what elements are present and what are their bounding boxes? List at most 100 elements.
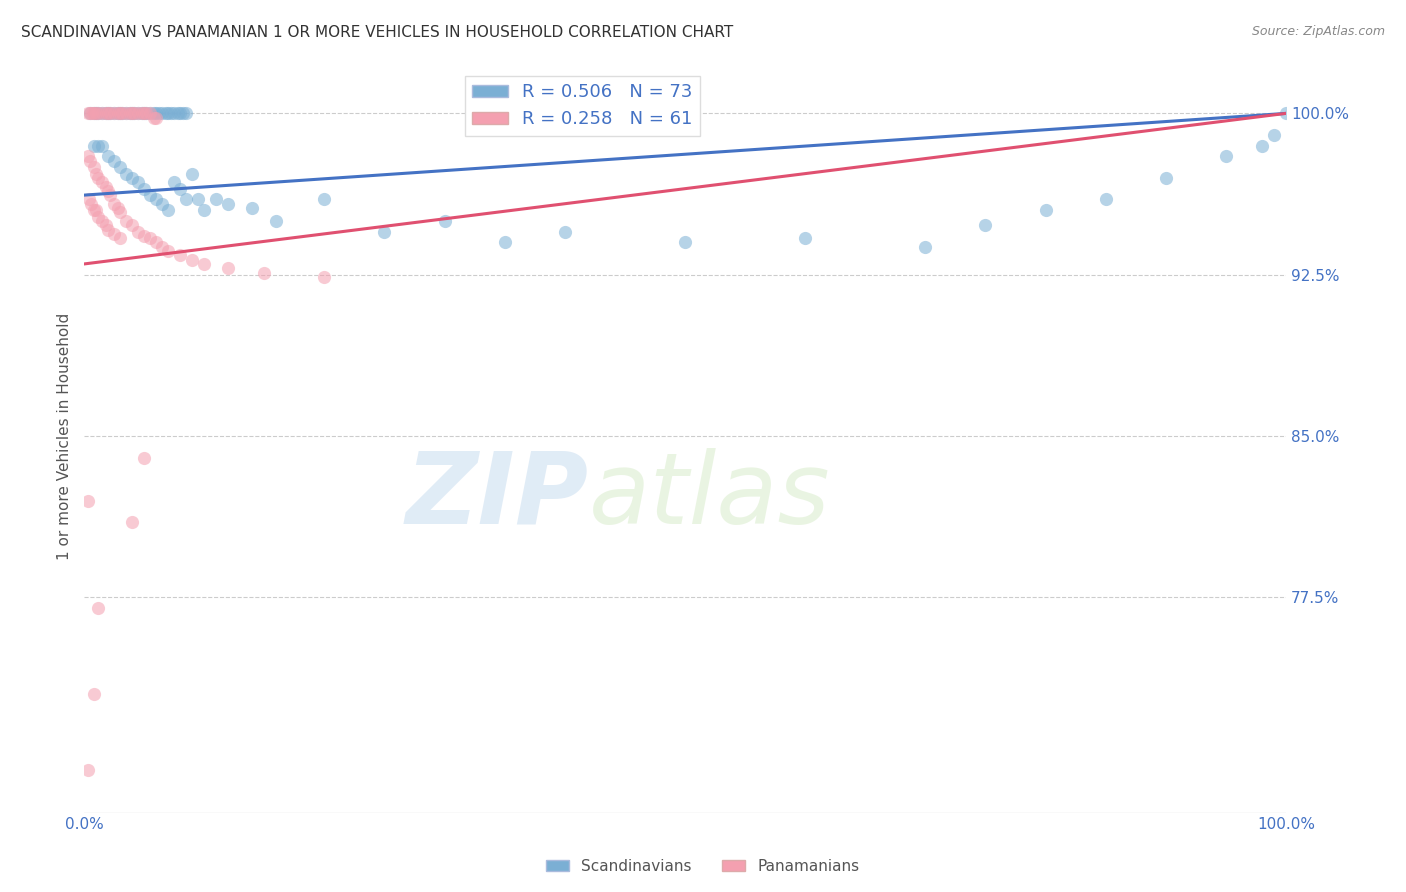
Point (115, 214, 138, 228)
Y-axis label: 1 or more Vehicles in Household: 1 or more Vehicles in Household (58, 312, 72, 559)
Point (87, 170, 110, 185)
Point (132, 106, 155, 120)
Point (205, 193, 228, 207)
Point (97, 106, 120, 120)
Point (79, 106, 101, 120)
Point (127, 106, 149, 120)
Point (111, 106, 134, 120)
Point (94, 219, 117, 233)
Point (100, 188, 122, 202)
Point (103, 196, 125, 211)
Point (87, 106, 110, 120)
Point (157, 106, 180, 120)
Point (84, 106, 107, 120)
Point (145, 235, 167, 250)
Text: SCANDINAVIAN VS PANAMANIAN 1 OR MORE VEHICLES IN HOUSEHOLD CORRELATION CHART: SCANDINAVIAN VS PANAMANIAN 1 OR MORE VEH… (21, 25, 734, 40)
Text: atlas: atlas (589, 448, 831, 545)
Point (373, 225, 395, 239)
Point (83, 203, 105, 218)
Point (314, 193, 336, 207)
Point (83, 106, 105, 120)
Point (217, 196, 239, 211)
Point (187, 193, 209, 207)
Point (494, 235, 516, 250)
Point (794, 231, 817, 245)
Point (150, 106, 173, 120)
Point (169, 106, 191, 120)
Point (107, 106, 129, 120)
Point (163, 106, 186, 120)
Point (139, 106, 162, 120)
Point (87, 106, 110, 120)
Legend: R = 0.506   N = 73, R = 0.258   N = 61: R = 0.506 N = 73, R = 0.258 N = 61 (464, 76, 700, 136)
Point (433, 214, 456, 228)
Point (240, 201, 263, 215)
Point (132, 182, 155, 196)
Point (914, 240, 936, 254)
Point (103, 106, 125, 120)
Point (131, 106, 153, 120)
Point (1263, 128, 1285, 142)
Point (193, 257, 215, 271)
Point (139, 231, 162, 245)
Point (314, 269, 336, 284)
Point (82, 106, 104, 120)
Point (76, 493, 98, 508)
Point (166, 106, 188, 120)
Point (139, 188, 162, 202)
Point (172, 106, 194, 120)
Point (80, 196, 103, 211)
Point (127, 225, 149, 239)
Point (79, 153, 101, 168)
Point (139, 106, 162, 120)
Point (91, 106, 114, 120)
Point (108, 106, 131, 120)
Point (132, 106, 155, 120)
Point (87, 601, 110, 615)
Point (132, 229, 155, 244)
Point (115, 106, 138, 120)
Point (673, 235, 696, 250)
Point (1154, 170, 1177, 185)
Point (83, 687, 105, 701)
Point (100, 106, 122, 120)
Point (76, 106, 98, 120)
Point (148, 106, 170, 120)
Point (107, 201, 129, 215)
Point (94, 106, 117, 120)
Point (115, 106, 138, 120)
Point (97, 149, 120, 163)
Point (1094, 193, 1116, 207)
Point (150, 196, 173, 211)
Point (974, 219, 997, 233)
Point (159, 106, 181, 120)
Point (169, 182, 191, 196)
Point (135, 106, 157, 120)
Point (121, 219, 143, 233)
Point (94, 179, 117, 194)
Point (83, 138, 105, 153)
Point (94, 106, 117, 120)
Point (1215, 149, 1237, 163)
Point (135, 106, 157, 120)
Point (127, 106, 149, 120)
Point (193, 203, 215, 218)
Point (266, 214, 288, 228)
Point (108, 106, 131, 120)
Text: Source: ZipAtlas.com: Source: ZipAtlas.com (1251, 25, 1385, 38)
Point (142, 106, 165, 120)
Point (1275, 106, 1298, 120)
Point (108, 160, 131, 174)
Point (103, 227, 125, 241)
Point (155, 106, 177, 120)
Point (181, 167, 204, 181)
Point (157, 244, 180, 258)
Point (554, 225, 576, 239)
Point (118, 106, 141, 120)
Point (79, 106, 101, 120)
Point (108, 231, 131, 245)
Point (142, 111, 165, 125)
Point (145, 193, 167, 207)
Text: ZIP: ZIP (406, 448, 589, 545)
Point (84, 203, 107, 218)
